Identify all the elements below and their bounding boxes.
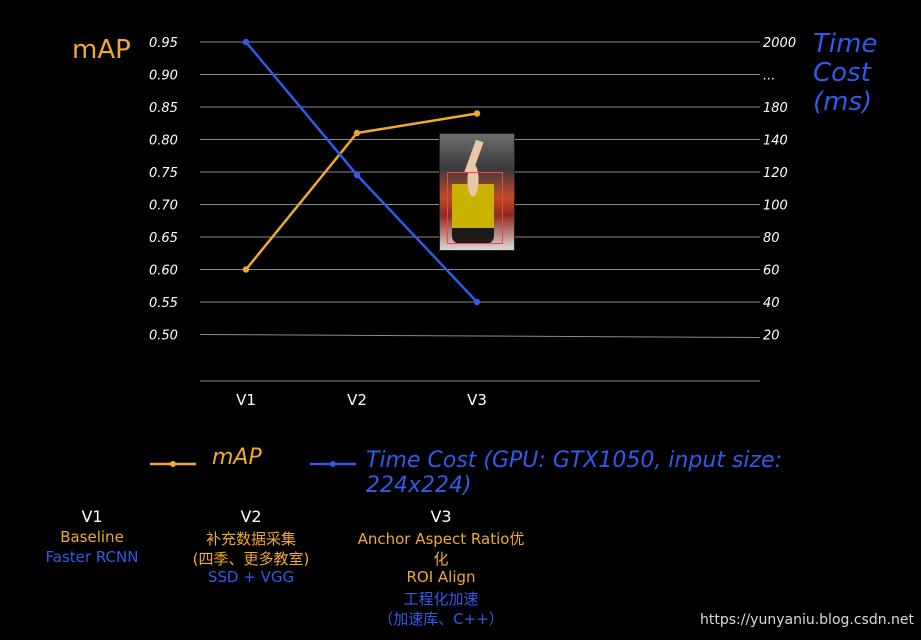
right-axis-tick-label: 20 bbox=[763, 329, 780, 344]
gridline bbox=[199, 334, 761, 338]
watermark: https://yunyaniu.blog.csdn.net bbox=[700, 612, 915, 628]
left-axis-tick-label: 0.90 bbox=[149, 69, 178, 84]
left-axis-tick-label: 0.75 bbox=[149, 166, 178, 181]
version-note-line: 工程化加速 bbox=[403, 590, 479, 608]
left-axis-tick-label: 0.70 bbox=[149, 199, 178, 214]
x-axis-tick-label: V1 bbox=[236, 391, 256, 409]
version-note-line: 补充数据采集 bbox=[205, 530, 297, 548]
data-point bbox=[353, 129, 361, 137]
version-title: V3 bbox=[430, 507, 452, 526]
left-axis-tick-label: 0.60 bbox=[149, 264, 178, 279]
left-axis-title: mAP bbox=[72, 35, 131, 65]
version-title: V1 bbox=[81, 507, 103, 526]
right-axis-title-line: Time bbox=[813, 29, 877, 59]
version-note-line: Baseline bbox=[60, 528, 124, 546]
detection-example-photo bbox=[439, 133, 515, 251]
x-axis-tick-label: V2 bbox=[347, 391, 367, 409]
right-axis-tick-label: 100 bbox=[763, 199, 788, 214]
version-title: V2 bbox=[240, 507, 262, 526]
left-axis-tick-label: 0.85 bbox=[149, 101, 178, 116]
version-note-line: SSD + VGG bbox=[207, 568, 295, 586]
right-axis-tick-label: 120 bbox=[763, 166, 788, 181]
legend-label-time-line-1: Time Cost (GPU: GTX1050, input size: bbox=[366, 448, 783, 473]
data-point bbox=[473, 110, 481, 117]
data-point bbox=[353, 171, 361, 179]
left-axis-tick-label: 0.95 bbox=[149, 36, 178, 51]
right-axis-tick-label: ... bbox=[763, 69, 775, 84]
version-note-line: 化 bbox=[433, 550, 449, 568]
right-axis-title-line: (ms) bbox=[813, 87, 872, 117]
right-axis-tick-label: 180 bbox=[763, 101, 788, 116]
right-axis-tick-label: 60 bbox=[763, 264, 780, 279]
right-axis-tick-label: 80 bbox=[763, 231, 780, 246]
detection-bounding-box bbox=[447, 172, 503, 244]
left-axis-tick-label: 0.50 bbox=[149, 329, 178, 344]
photo-person bbox=[452, 164, 494, 244]
version-note-line: ROI Align bbox=[406, 568, 476, 586]
data-point bbox=[473, 298, 481, 306]
right-axis-tick-label: 2000 bbox=[763, 36, 796, 51]
legend-point-marker bbox=[330, 461, 336, 467]
data-point bbox=[242, 38, 250, 46]
legend-point-marker bbox=[170, 461, 176, 467]
left-axis-tick-label: 0.55 bbox=[149, 296, 178, 311]
right-axis-title-line: Cost bbox=[813, 58, 872, 88]
version-note-line: (四季、更多教室) bbox=[192, 550, 310, 568]
right-axis-tick-label: 140 bbox=[763, 134, 788, 149]
legend-label-map: mAP bbox=[212, 445, 262, 470]
x-axis-tick-label: V3 bbox=[467, 391, 487, 409]
version-note-line: Anchor Aspect Ratio优 bbox=[357, 530, 525, 548]
left-axis-tick-label: 0.65 bbox=[149, 231, 178, 246]
data-point bbox=[242, 266, 250, 273]
version-note-line: （加速库、C++） bbox=[378, 610, 504, 628]
legend-label-time-line-2: 224x224) bbox=[366, 473, 472, 498]
left-axis-tick-label: 0.80 bbox=[149, 134, 178, 149]
version-note-line: Faster RCNN bbox=[45, 548, 139, 566]
right-axis-tick-label: 40 bbox=[763, 296, 780, 311]
